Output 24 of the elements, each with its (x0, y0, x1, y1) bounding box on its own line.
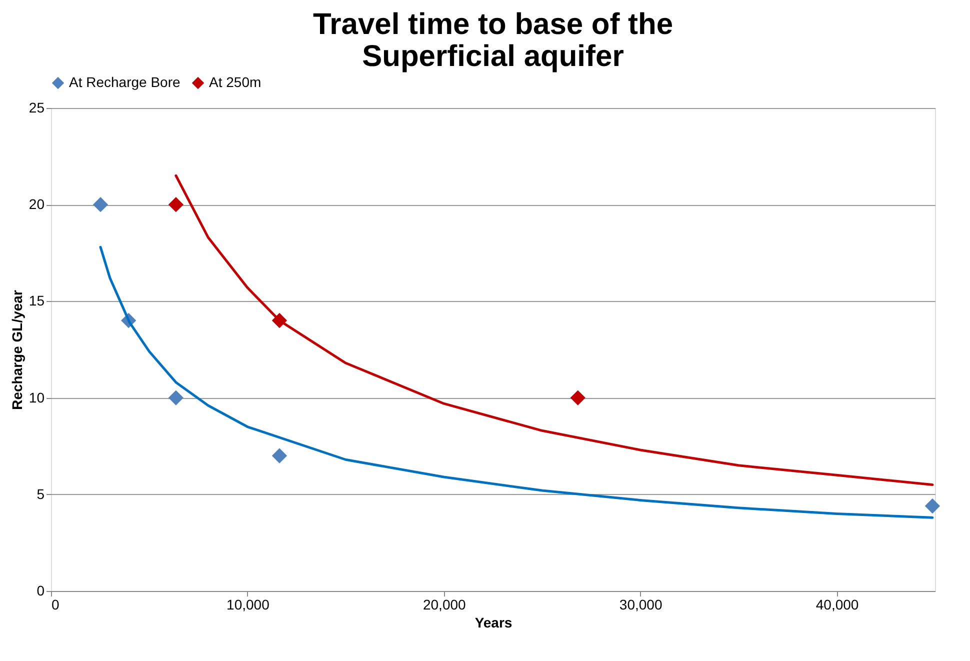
x-tick-label: 30,000 (619, 596, 662, 612)
x-axis-title: Years (474, 614, 512, 630)
line-series (174, 174, 934, 486)
line-series (99, 246, 934, 519)
y-tick-label: 25 (28, 100, 45, 116)
point (92, 197, 108, 212)
y-tick-label: 0 (36, 582, 45, 598)
legend-label: At Recharge Bore (69, 74, 180, 90)
y-axis-title: Recharge GL/year (8, 290, 25, 410)
chart-title: Travel time to base of the Superficial aquifer (312, 8, 674, 73)
point (168, 197, 184, 212)
point (924, 498, 940, 514)
x-tick-label: 40,000 (816, 596, 859, 612)
y-tick-label: 15 (28, 292, 45, 309)
point (570, 390, 586, 406)
legend-label: At 250m (209, 74, 262, 90)
point (168, 390, 184, 406)
x-tick-label: 0 (52, 596, 60, 612)
x-tick-label: 20,000 (422, 596, 466, 612)
point (272, 448, 288, 464)
x-tick-label: 10,000 (226, 596, 270, 612)
y-tick-label: 20 (28, 196, 45, 212)
y-tick-label: 5 (36, 486, 45, 502)
y-tick-label: 10 (28, 389, 45, 406)
